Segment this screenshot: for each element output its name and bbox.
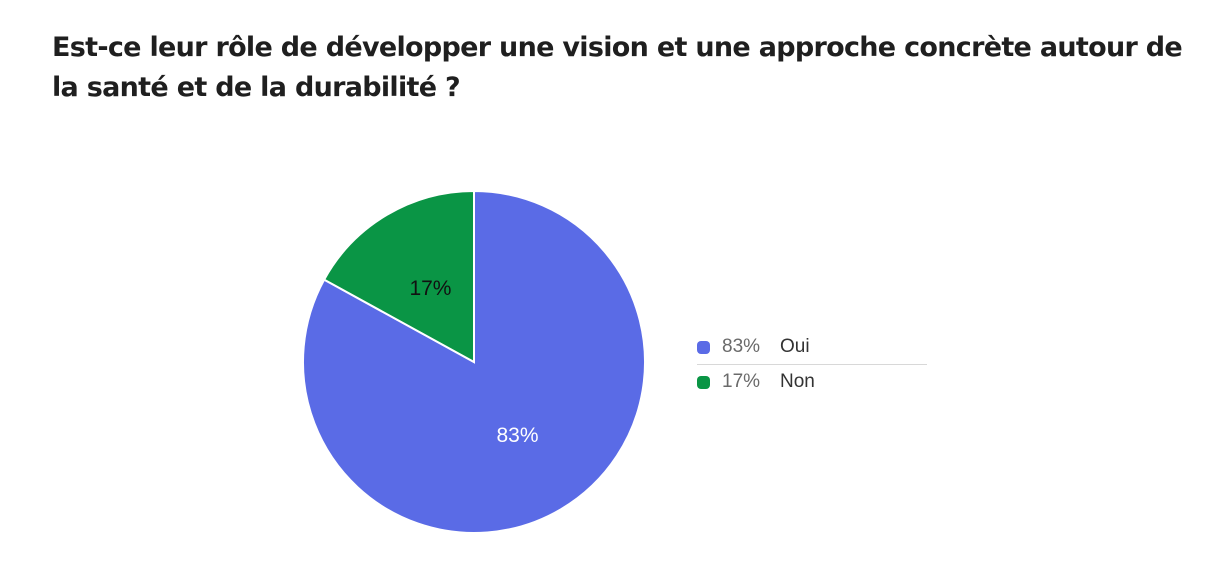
legend-percent-non: 17%	[722, 371, 761, 392]
legend-swatch-oui	[697, 340, 710, 354]
pie-label-non: 17%	[409, 277, 451, 300]
legend-label-non: Non	[780, 371, 815, 392]
legend-item-oui[interactable]: 83% Oui	[697, 330, 927, 364]
chart-title: Est-ce leur rôle de développer une visio…	[52, 32, 1183, 103]
legend: 83% Oui 17% Non	[697, 330, 927, 399]
legend-item-non[interactable]: 17% Non	[697, 364, 927, 399]
pie-slice-non[interactable]	[322, 189, 475, 364]
legend-percent-oui: 83%	[722, 336, 761, 357]
legend-swatch-non	[697, 375, 710, 389]
pie-label-oui: 83%	[497, 424, 539, 447]
pie-slice-oui[interactable]	[302, 189, 646, 534]
legend-label-oui: Oui	[780, 336, 810, 357]
